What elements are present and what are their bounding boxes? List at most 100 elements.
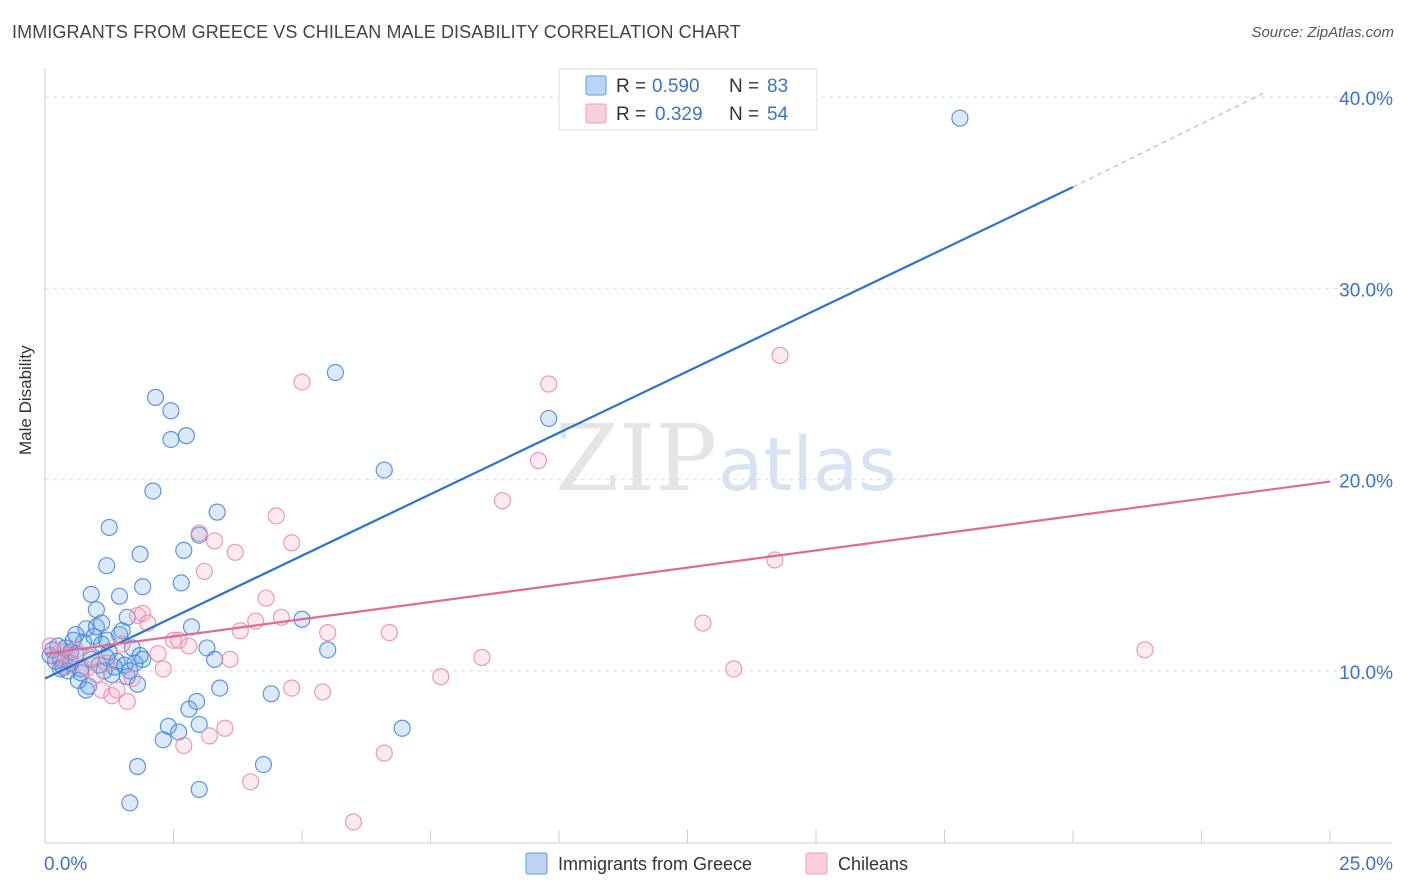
- chilean-point: [118, 692, 136, 711]
- legend-r-label-greece: R =: [616, 76, 646, 97]
- greece-point: [100, 518, 118, 537]
- data-points: [41, 109, 1154, 831]
- greece-point: [177, 427, 195, 445]
- legend-swatch-chileans: [585, 103, 607, 124]
- greece-point: [110, 587, 129, 605]
- source-credit: Source: ZipAtlas.com: [1251, 24, 1394, 41]
- legend-r-value-greece: 0.590: [652, 76, 700, 97]
- greece-point: [77, 681, 95, 699]
- chilean-point: [231, 622, 249, 640]
- chilean-trend-line: [44, 480, 1331, 655]
- chilean-point: [226, 543, 244, 561]
- chilean-point: [149, 645, 167, 663]
- chilean-point: [1136, 641, 1154, 659]
- greece-point: [82, 585, 100, 603]
- greece-point: [134, 650, 152, 669]
- greece-point: [190, 715, 208, 734]
- y-tick-label: 10.0%: [1339, 663, 1393, 684]
- greece-point: [540, 409, 558, 428]
- chilean-point: [493, 492, 512, 510]
- chilean-point: [154, 660, 172, 678]
- chilean-point: [257, 589, 275, 607]
- series-legend-swatch-greece: [525, 852, 548, 875]
- greece-point: [262, 685, 280, 703]
- greece-point: [190, 780, 208, 799]
- series-legend: Immigrants from Greece Chileans: [525, 852, 908, 875]
- chilean-point: [221, 650, 239, 669]
- chilean-point: [87, 666, 106, 684]
- greece-point: [326, 363, 345, 382]
- greece-point: [98, 557, 116, 575]
- greece-point: [92, 614, 111, 632]
- greece-point: [172, 574, 190, 592]
- chilean-point: [293, 373, 311, 391]
- chilean-point: [725, 660, 743, 678]
- y-tick-label: 40.0%: [1339, 89, 1393, 110]
- chilean-point: [200, 727, 219, 745]
- chilean-point: [380, 624, 398, 642]
- legend-n-label-greece: N =: [729, 76, 759, 97]
- legend-n-value-greece: 83: [767, 76, 788, 97]
- axes: [44, 68, 1392, 844]
- greece-point: [128, 757, 147, 776]
- chilean-point: [242, 773, 260, 791]
- chilean-point: [313, 683, 332, 701]
- chilean-point: [195, 562, 213, 581]
- chilean-point: [473, 648, 491, 667]
- greece-point: [188, 692, 206, 711]
- greece-trend-line: [44, 186, 1074, 680]
- stats-legend: R = 0.590 N = 83 R = 0.329 N = 54: [558, 68, 818, 131]
- chilean-point: [283, 534, 301, 552]
- x-tick-label-max: 25.0%: [1339, 854, 1393, 875]
- greece-trend-extension: [1072, 92, 1264, 188]
- greece-point: [375, 461, 393, 479]
- legend-r-value-chileans: 0.329: [655, 104, 703, 125]
- greece-point: [254, 755, 273, 774]
- y-tick-label: 30.0%: [1339, 280, 1393, 301]
- greece-point: [162, 402, 180, 420]
- greece-point: [131, 545, 149, 563]
- chilean-point: [540, 375, 558, 393]
- chilean-point: [344, 813, 362, 831]
- chilean-point: [319, 624, 337, 642]
- chilean-point: [123, 669, 141, 688]
- greece-point: [121, 794, 139, 812]
- greece-point: [108, 652, 126, 670]
- y-tick-label: 20.0%: [1339, 472, 1393, 493]
- chilean-point: [529, 451, 548, 470]
- greece-point: [208, 503, 226, 521]
- greece-point: [154, 731, 172, 749]
- greece-point: [162, 430, 180, 449]
- x-tick-label-min: 0.0%: [44, 854, 87, 875]
- grid-lines: [45, 96, 1392, 672]
- series-legend-label-chileans: Chileans: [838, 854, 908, 874]
- chilean-point: [206, 532, 224, 550]
- chilean-point: [216, 719, 234, 737]
- chilean-point: [375, 744, 393, 762]
- watermark-atlas: atlas: [718, 422, 897, 508]
- legend-n-label-chileans: N =: [729, 104, 759, 125]
- tick-labels: 10.0% 20.0% 30.0% 40.0% 0.0% 25.0%: [44, 89, 1393, 875]
- chilean-point: [694, 614, 712, 632]
- legend-n-value-chileans: 54: [767, 104, 789, 125]
- chilean-point: [190, 524, 208, 542]
- chart-title: IMMIGRANTS FROM GREECE VS CHILEAN MALE D…: [12, 22, 741, 42]
- legend-swatch-greece: [585, 75, 607, 96]
- trend-lines: [44, 92, 1331, 680]
- greece-point: [211, 679, 229, 697]
- greece-point: [393, 719, 411, 737]
- series-legend-label-greece: Immigrants from Greece: [558, 854, 752, 874]
- greece-point: [951, 109, 969, 127]
- watermark-zip: ZIP: [555, 405, 717, 512]
- greece-point: [144, 482, 162, 500]
- chilean-point: [108, 681, 126, 699]
- series-legend-swatch-chileans: [805, 852, 828, 875]
- chilean-point: [283, 679, 301, 697]
- greece-point: [134, 578, 152, 596]
- greece-point: [319, 641, 337, 659]
- chilean-point: [175, 736, 193, 755]
- chilean-point: [180, 637, 198, 655]
- greece-point: [67, 625, 85, 644]
- greece-point: [146, 388, 165, 406]
